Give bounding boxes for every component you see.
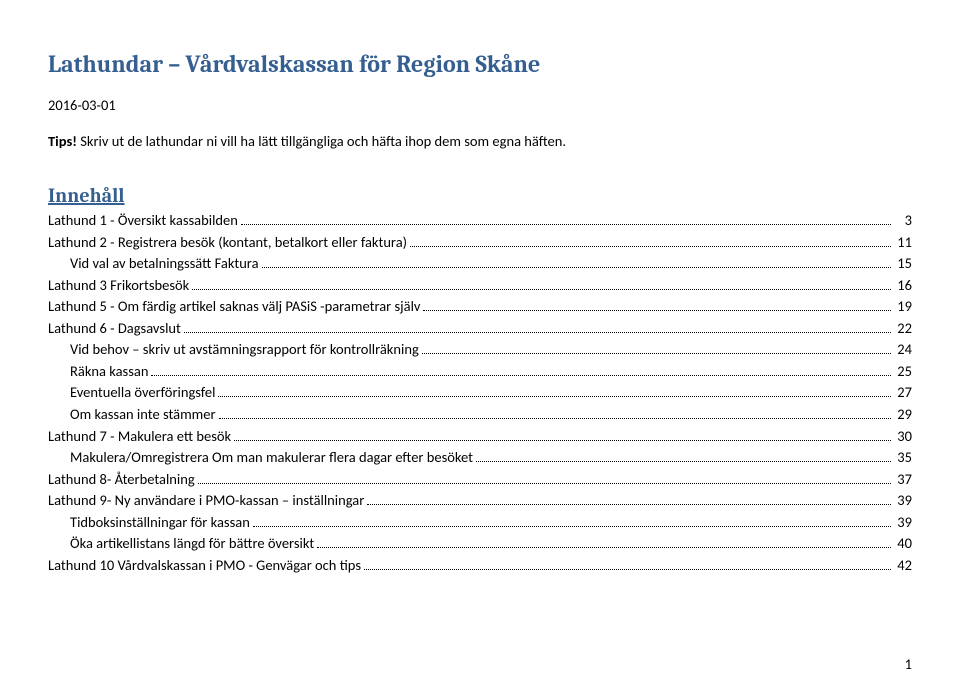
toc-entry-page: 35 [894, 448, 912, 466]
toc-leader-dots [262, 254, 891, 268]
toc-entry-page: 3 [894, 211, 912, 229]
toc-leader-dots [253, 513, 891, 527]
toc-entry[interactable]: Om kassan inte stämmer 29 [48, 405, 912, 423]
toc-leader-dots [192, 276, 891, 290]
toc-entry-label: Vid behov – skriv ut avstämningsrapport … [70, 340, 419, 358]
table-of-contents: Lathund 1 - Översikt kassabilden3Lathund… [48, 211, 912, 574]
toc-entry-label: Räkna kassan [70, 362, 148, 380]
toc-entry-page: 42 [894, 556, 912, 574]
toc-entry-page: 22 [894, 319, 912, 337]
toc-entry[interactable]: Lathund 2 - Registrera besök (kontant, b… [48, 233, 912, 251]
toc-entry-label: Lathund 9- Ny användare i PMO-kassan – i… [48, 491, 364, 509]
toc-entry-label: Lathund 8- Återbetalning [48, 470, 195, 488]
toc-leader-dots [476, 448, 891, 462]
toc-leader-dots [364, 556, 891, 570]
toc-entry-page: 27 [894, 383, 912, 401]
toc-entry-label: Öka artikellistans längd för bättre över… [70, 534, 314, 552]
toc-leader-dots [219, 405, 891, 419]
toc-entry-page: 16 [894, 276, 912, 294]
toc-leader-dots [184, 319, 891, 333]
toc-entry-label: Lathund 10 Vårdvalskassan i PMO - Genväg… [48, 556, 361, 574]
document-title: Lathundar – Vårdvalskassan för Region Sk… [48, 50, 912, 78]
toc-entry-page: 30 [894, 427, 912, 445]
toc-entry-page: 39 [894, 513, 912, 531]
page-number: 1 [905, 655, 912, 673]
toc-entry[interactable]: Tidboksinställningar för kassan 39 [48, 513, 912, 531]
toc-leader-dots [151, 362, 891, 376]
toc-entry[interactable]: Lathund 9- Ny användare i PMO-kassan – i… [48, 491, 912, 509]
toc-entry-page: 37 [894, 470, 912, 488]
toc-entry-page: 25 [894, 362, 912, 380]
toc-entry-label: Tidboksinställningar för kassan [70, 513, 250, 531]
toc-leader-dots [317, 534, 891, 548]
toc-leader-dots [422, 340, 891, 354]
toc-entry-label: Lathund 6 - Dagsavslut [48, 319, 181, 337]
toc-entry-label: Lathund 1 - Översikt kassabilden [48, 211, 238, 229]
toc-leader-dots [218, 383, 891, 397]
toc-leader-dots [367, 491, 891, 505]
toc-entry-page: 19 [894, 297, 912, 315]
toc-entry-page: 29 [894, 405, 912, 423]
toc-entry[interactable]: Lathund 8- Återbetalning 37 [48, 470, 912, 488]
toc-entry-label: Lathund 2 - Registrera besök (kontant, b… [48, 233, 407, 251]
toc-entry[interactable]: Lathund 3 Frikortsbesök 16 [48, 276, 912, 294]
toc-entry[interactable]: Makulera/Omregistrera Om man makulerar f… [48, 448, 912, 466]
document-tip: Tips! Skriv ut de lathundar ni vill ha l… [48, 132, 912, 150]
toc-entry-label: Lathund 3 Frikortsbesök [48, 276, 189, 294]
toc-leader-dots [198, 470, 891, 484]
document-date: 2016-03-01 [48, 96, 912, 114]
toc-entry[interactable]: Lathund 5 - Om färdig artikel saknas väl… [48, 297, 912, 315]
tip-text: Skriv ut de lathundar ni vill ha lätt ti… [77, 132, 566, 150]
toc-entry-page: 11 [894, 233, 912, 251]
toc-entry-page: 15 [894, 254, 912, 272]
toc-entry-label: Eventuella överföringsfel [70, 383, 215, 401]
toc-entry-page: 39 [894, 491, 912, 509]
toc-entry[interactable]: Lathund 10 Vårdvalskassan i PMO - Genväg… [48, 556, 912, 574]
toc-entry-label: Lathund 7 - Makulera ett besök [48, 427, 231, 445]
toc-entry[interactable]: Räkna kassan 25 [48, 362, 912, 380]
tip-label: Tips! [48, 132, 77, 150]
toc-entry-label: Makulera/Omregistrera Om man makulerar f… [70, 448, 473, 466]
toc-entry-label: Lathund 5 - Om färdig artikel saknas väl… [48, 297, 420, 315]
toc-entry[interactable]: Vid behov – skriv ut avstämningsrapport … [48, 340, 912, 358]
toc-entry-label: Vid val av betalningssätt Faktura [70, 254, 259, 272]
toc-entry[interactable]: Lathund 1 - Översikt kassabilden 3 [48, 211, 912, 229]
toc-entry[interactable]: Lathund 6 - Dagsavslut 22 [48, 319, 912, 337]
toc-entry-page: 24 [894, 340, 912, 358]
toc-entry[interactable]: Öka artikellistans längd för bättre över… [48, 534, 912, 552]
toc-entry[interactable]: Lathund 7 - Makulera ett besök 30 [48, 426, 912, 444]
toc-entry-label: Om kassan inte stämmer [70, 405, 216, 423]
toc-entry[interactable]: Vid val av betalningssätt Faktura 15 [48, 254, 912, 272]
toc-entry-page: 40 [894, 534, 912, 552]
toc-leader-dots [234, 426, 891, 440]
toc-heading: Innehåll [48, 184, 912, 207]
toc-entry[interactable]: Eventuella överföringsfel 27 [48, 383, 912, 401]
toc-leader-dots [410, 233, 891, 247]
toc-leader-dots [423, 297, 891, 311]
toc-leader-dots [241, 211, 891, 225]
